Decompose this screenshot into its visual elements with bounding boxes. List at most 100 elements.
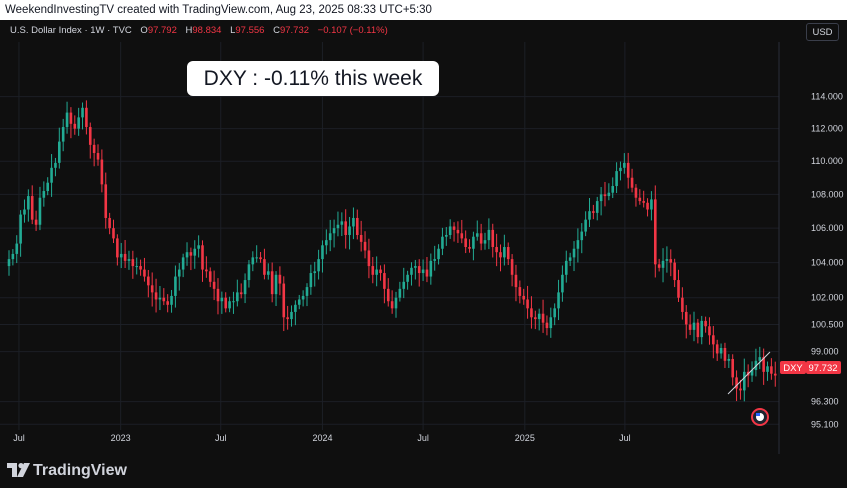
candle-body	[243, 280, 247, 295]
price-axis[interactable]: 114.000 112.000 110.000 108.000 106.000 104.0…	[811, 92, 844, 430]
candle-body	[61, 127, 65, 142]
footer: TradingView	[0, 454, 847, 488]
grid	[0, 42, 779, 430]
candle-body	[750, 369, 754, 376]
candle-body	[727, 358, 731, 361]
x-tick-label: Jul	[619, 433, 631, 443]
candle-body	[309, 273, 313, 288]
candle-body	[669, 259, 673, 263]
candle-body	[371, 266, 375, 275]
candle-body	[85, 107, 88, 128]
candle-body	[201, 245, 204, 270]
candle-body	[193, 248, 197, 256]
candle-body	[332, 228, 336, 234]
candle-body	[11, 253, 15, 260]
candle-body	[100, 159, 104, 185]
candle-body	[81, 107, 84, 118]
candle-body	[390, 301, 394, 309]
candle-body	[684, 311, 688, 325]
candle-body	[108, 217, 111, 229]
candle-body	[166, 301, 169, 305]
candle-body	[595, 201, 599, 213]
candle-body	[514, 274, 518, 288]
candle-body	[417, 266, 421, 274]
candle-body	[731, 358, 734, 378]
y-tick-label: 102.000	[811, 293, 844, 303]
candle-body	[437, 248, 440, 260]
candle-body	[619, 167, 622, 172]
candle-body	[189, 252, 193, 256]
candle-body	[642, 201, 645, 203]
candle-body	[336, 224, 340, 229]
candle-body	[406, 274, 409, 282]
candle-body	[495, 247, 498, 253]
candle-body	[534, 317, 537, 320]
high-label: H	[185, 25, 193, 36]
symbol-name: U.S. Dollar Index · 1W · TVC	[10, 25, 132, 36]
candle-body	[259, 257, 262, 260]
candle-body	[112, 228, 115, 239]
candle-body	[54, 162, 57, 168]
candle-body	[681, 297, 684, 312]
candle-body	[92, 144, 96, 154]
candle-body	[503, 247, 506, 258]
candle-body	[135, 266, 139, 268]
candle-body	[692, 322, 696, 330]
candle-body	[394, 297, 398, 309]
candle-body	[464, 238, 467, 248]
x-tick-label: 2025	[515, 433, 535, 443]
candle-body	[23, 209, 26, 215]
candle-body	[34, 219, 38, 225]
candle-body	[251, 257, 255, 265]
price-chart[interactable]: 114.000 112.000 110.000 108.000 106.000 104.0…	[0, 20, 847, 454]
time-axis[interactable]: Jul 2023 Jul 2024 Jul 2025 Jul	[13, 433, 630, 443]
candle-body	[224, 297, 228, 309]
candle-body	[50, 167, 53, 183]
candle-body	[561, 274, 564, 293]
candle-body	[665, 259, 669, 261]
candle-body	[197, 245, 200, 249]
candle-body	[270, 271, 274, 295]
candle-body	[530, 308, 533, 318]
candle-body	[328, 233, 332, 241]
candle-body	[77, 117, 80, 129]
candle-body	[421, 269, 425, 274]
candle-body	[255, 257, 258, 259]
candle-body	[630, 177, 634, 188]
candle-body	[290, 311, 293, 320]
candle-body	[363, 241, 367, 251]
candle-body	[301, 295, 305, 300]
change-value: −0.107 (−0.11%)	[317, 25, 388, 36]
candle-body	[638, 197, 642, 202]
candle-body	[626, 162, 630, 178]
candle-body	[30, 196, 34, 220]
candle-body	[441, 236, 444, 249]
candle-body	[348, 226, 351, 235]
candle-body	[65, 112, 69, 128]
candle-body	[510, 259, 514, 275]
candle-body	[46, 182, 49, 192]
candle-body	[325, 240, 328, 246]
candle-body	[708, 326, 711, 336]
y-tick-label: 99.000	[811, 347, 839, 357]
currency-button[interactable]: USD	[806, 23, 839, 41]
candle-body	[177, 269, 181, 277]
y-tick-label: 95.100	[811, 419, 839, 429]
candle-body	[228, 301, 231, 309]
candle-body	[58, 141, 61, 163]
candle-body	[688, 324, 692, 330]
candle-body	[712, 335, 715, 345]
candle-body	[468, 247, 471, 249]
tradingview-logo-icon	[7, 463, 30, 477]
candle-body	[452, 226, 456, 230]
brand-name: TradingView	[33, 462, 127, 479]
candle-body	[572, 248, 576, 258]
candle-body	[143, 269, 146, 277]
candle-body	[762, 357, 765, 372]
candle-body	[88, 127, 92, 145]
candle-body	[499, 252, 502, 258]
candle-body	[557, 292, 560, 309]
candle-body	[634, 187, 638, 198]
candle-body	[208, 271, 212, 282]
event-icon[interactable]	[751, 408, 769, 426]
